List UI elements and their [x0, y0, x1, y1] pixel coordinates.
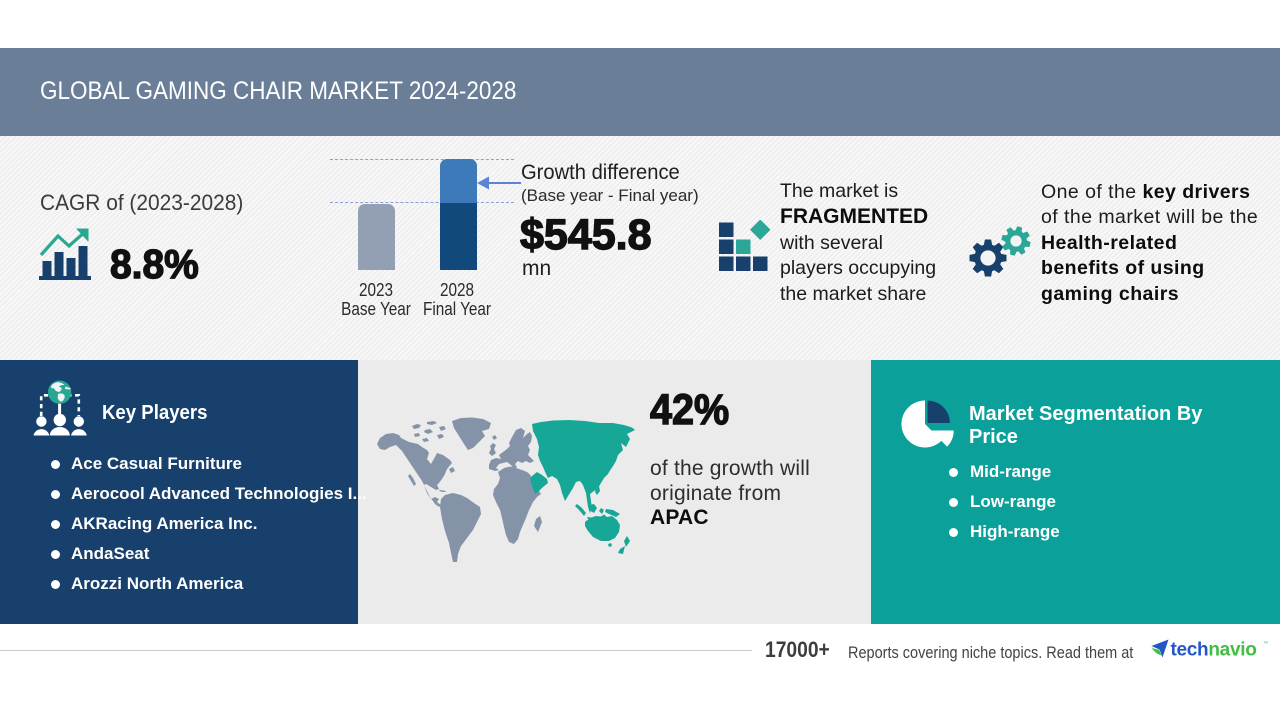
svg-text:™: ™: [1263, 641, 1269, 647]
svg-text:technavio: technavio: [1171, 640, 1257, 661]
